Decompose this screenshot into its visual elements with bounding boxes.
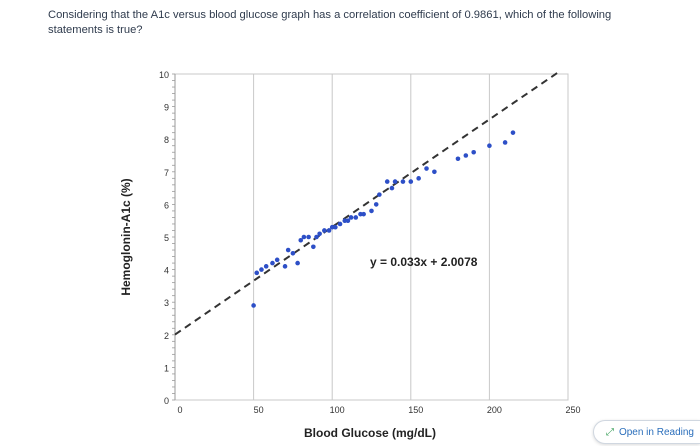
data-point: [337, 221, 343, 227]
data-point: [317, 231, 322, 237]
data-point: [295, 260, 300, 266]
data-point: [342, 218, 348, 223]
data-point: [392, 179, 398, 184]
y-tick-label: 7: [164, 168, 169, 178]
data-point: [369, 208, 374, 214]
open-in-reading-label: Open in Reading: [618, 426, 694, 438]
open-in-reading-button[interactable]: ⤢ Open in Reading: [592, 420, 700, 444]
data-points: [251, 130, 516, 308]
data-point: [424, 166, 429, 171]
y-tick-label: 2: [164, 331, 169, 341]
x-tick-label: 150: [408, 405, 423, 415]
data-point: [274, 257, 280, 263]
question-text: Considering that the A1c versus blood gl…: [48, 9, 612, 36]
trendline: [174, 70, 561, 336]
data-point: [333, 224, 338, 230]
y-tick-label: 0: [164, 396, 169, 406]
data-point: [285, 247, 291, 253]
data-point: [384, 179, 390, 184]
x-tick-label: 100: [330, 405, 345, 415]
data-point: [282, 264, 288, 269]
data-point: [455, 156, 461, 162]
data-point: [329, 224, 335, 230]
trendline-equation: y = 0.033x + 2.0078: [370, 255, 478, 269]
y-axis-label: Hemoglonin-A1c (%): [119, 178, 133, 295]
data-point: [432, 169, 437, 175]
y-tick-label: 3: [164, 298, 169, 308]
data-point: [263, 264, 269, 269]
data-point: [358, 211, 363, 217]
data-point: [353, 215, 359, 220]
data-point: [251, 303, 256, 308]
data-point: [408, 179, 414, 184]
data-point: [373, 202, 379, 207]
data-point: [348, 215, 354, 220]
data-point: [259, 267, 264, 272]
data-point: [361, 211, 366, 217]
x-tick-label: 250: [565, 405, 580, 415]
plot-frame: [174, 73, 569, 401]
data-point: [301, 234, 307, 240]
x-tick-label: 0: [177, 405, 182, 415]
data-point: [311, 244, 316, 250]
data-point: [306, 234, 311, 240]
x-tick-label: 50: [254, 405, 264, 415]
y-tick-label: 6: [164, 200, 169, 210]
y-tick-label: 10: [159, 70, 169, 80]
data-point: [400, 179, 406, 184]
data-point: [322, 228, 327, 233]
y-tick-label: 4: [164, 266, 169, 276]
data-point: [377, 192, 382, 197]
data-point: [270, 260, 275, 266]
chart-grid: [172, 73, 569, 401]
data-point: [471, 149, 476, 155]
y-tick-label: 9: [164, 103, 169, 113]
data-point: [487, 143, 492, 149]
data-point: [290, 251, 296, 256]
data-point: [254, 270, 260, 276]
data-point: [389, 185, 395, 191]
x-axis-label: Blood Glucose (mg/dL): [304, 426, 436, 440]
data-point: [463, 153, 469, 158]
data-point: [314, 234, 319, 240]
data-point: [326, 228, 332, 233]
data-point: [510, 130, 516, 135]
data-point: [416, 176, 421, 181]
y-tick-label: 5: [164, 233, 169, 243]
y-tick-label: 1: [164, 363, 169, 373]
data-point: [345, 218, 351, 223]
x-tick-label: 200: [487, 405, 502, 415]
expand-arrow-icon: ⤢: [605, 426, 614, 438]
y-tick-label: 8: [164, 135, 169, 145]
data-point: [502, 140, 508, 145]
data-point: [298, 237, 304, 243]
trendline-layer: [174, 70, 561, 336]
